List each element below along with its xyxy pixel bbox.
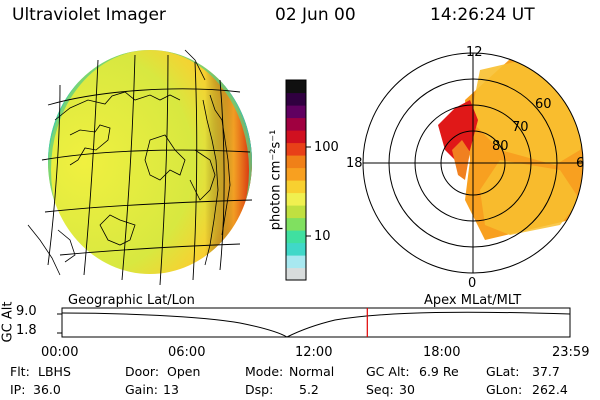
colorbar-cell [286, 130, 306, 144]
timeline-xlabel-1800: 18:00 [423, 345, 461, 360]
timeline-xlabel-0600: 06:00 [168, 345, 206, 360]
graticule [41, 54, 253, 286]
coastlines [54, 91, 231, 266]
colorbar-cell [286, 205, 306, 219]
timeline-xlabel-1200: 12:00 [295, 345, 333, 360]
gc-alt-label: GC Alt: [366, 364, 410, 379]
globe-projection-label: Geographic Lat/Lon [68, 293, 195, 308]
filter-value: LBHS [38, 364, 71, 379]
glon-label: GLon: [486, 382, 523, 397]
seq-value: 30 [399, 382, 415, 397]
mlt-label-0: 0 [468, 276, 477, 291]
glon-value: 262.4 [532, 382, 568, 397]
colorbar-label-10: 10 [314, 229, 331, 244]
colorbar-cell [286, 142, 306, 156]
timeline-ylabel-bottom: 1.8 [16, 323, 37, 338]
mlt-label-18: 18 [346, 156, 363, 171]
polar-projection-label: Apex MLat/MLT [424, 293, 522, 308]
app-title: Ultraviolet Imager [12, 5, 166, 25]
orbit-altitude-curve [61, 311, 571, 338]
mlt-label-6: 6 [576, 156, 585, 171]
seq-label: Seq: [366, 382, 394, 397]
timeline-xlabel-0000: 00:00 [41, 345, 79, 360]
timeline-frame [61, 307, 571, 338]
mode-value: Normal [289, 364, 335, 379]
colorbar-cell [286, 242, 306, 256]
colorbar-cell [286, 105, 306, 119]
dsp-value: 5.2 [299, 382, 319, 397]
glat-value: 37.7 [532, 364, 560, 379]
colorbar-cell [286, 192, 306, 206]
timeline-axis-title: GC Alt [0, 301, 16, 343]
image-time: 14:26:24 UT [430, 5, 535, 25]
colorbar-label-100: 100 [314, 140, 339, 155]
ip-label: IP: [10, 382, 26, 397]
colorbar-cell [286, 267, 306, 281]
colorbar-cell [286, 255, 306, 269]
gain-value: 13 [163, 382, 179, 397]
glat-label: GLat: [486, 364, 520, 379]
gain-label: Gain: [125, 382, 158, 397]
door-label: Door: [125, 364, 160, 379]
globe-limb [48, 50, 252, 274]
colorbar-cell [286, 117, 306, 131]
filter-label: Flt: [10, 364, 30, 379]
ip-value: 36.0 [33, 382, 61, 397]
colorbar-cell [286, 92, 306, 106]
polar-grid [362, 52, 584, 274]
timeline-xlabel-2359: 23:59 [552, 345, 590, 360]
colorbar-cell [286, 230, 306, 244]
mlt-label-12: 12 [466, 45, 483, 60]
colorbar-cell [286, 80, 306, 94]
image-date: 02 Jun 00 [275, 5, 356, 25]
mlat-label-80: 80 [492, 139, 509, 154]
colorbar-cell [286, 167, 306, 181]
door-value: Open [167, 364, 201, 379]
mlat-label-60: 60 [535, 97, 552, 112]
dsp-label: Dsp: [245, 382, 274, 397]
mlat-label-70: 70 [512, 120, 529, 135]
mode-label: Mode: [245, 364, 284, 379]
colorbar-cell [286, 155, 306, 169]
colorbar-cell [286, 180, 306, 194]
colorbar-cell [286, 217, 306, 231]
timeline-ylabel-top: 9.0 [16, 304, 37, 319]
gc-alt-value: 6.9 Re [419, 364, 459, 379]
